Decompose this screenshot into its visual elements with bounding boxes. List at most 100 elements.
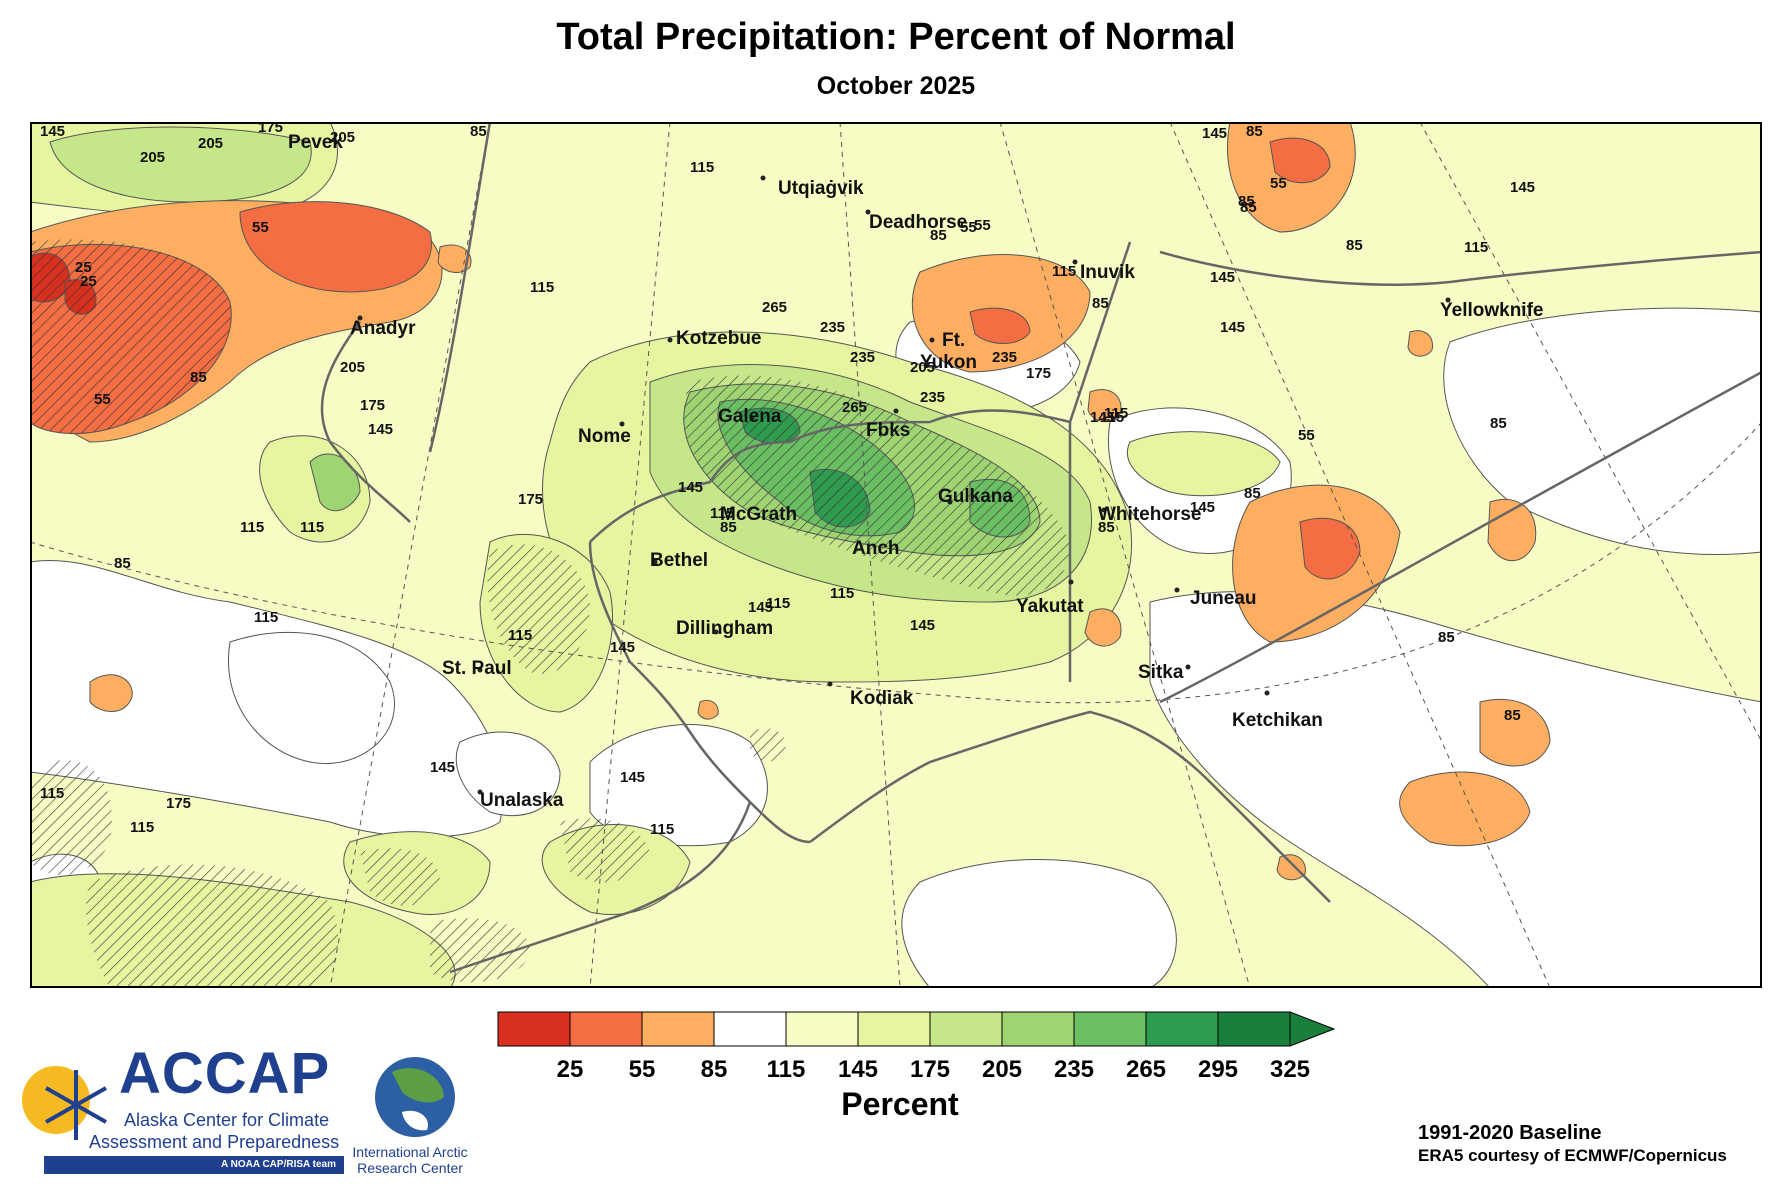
colorbar-tick-label: 235 [1053,1056,1095,1083]
contour-label: 85 [1346,237,1363,254]
contour-label: 145 [1220,319,1245,336]
city-label: Juneau [1190,588,1257,609]
globe-icon [375,1057,455,1137]
colorbar-box [1073,1011,1147,1047]
contour-label: 145 [1190,499,1215,516]
contour-label: 265 [762,299,787,316]
contour-label: 205 [340,359,365,376]
contour-label: 115 [1100,409,1124,426]
city-label: Yellowknife [1440,300,1543,321]
contour-label: 115 [530,279,554,296]
city-label: Whitehorse [1098,504,1201,525]
map-frame [30,122,1762,988]
contour-label: 85 [1246,123,1263,140]
accap-logo: ACCAP Alaska Center for Climate Assessme… [14,1040,474,1180]
city-label: Dillingham [676,618,773,639]
city-marker [1068,579,1074,585]
contour-label: 115 [1104,405,1128,422]
city-label: Utqiaġvik [778,178,864,199]
contour-label: 85 [1244,485,1261,502]
contour-label: 145 [40,123,65,140]
contour-label: 175 [1026,365,1051,382]
colorbar-box [641,1011,715,1047]
contour-label: 205 [910,359,935,376]
colorbar-title: Percent [841,1086,959,1122]
colorbar-tick-label: 175 [909,1056,951,1083]
city-label: Gulkana [938,486,1013,507]
accap-line1: Alaska Center for Climate [124,1110,330,1130]
contour-label: 235 [850,349,875,366]
contour-label: 85 [1238,193,1255,210]
contour-label: 85 [1438,629,1455,646]
contour-labels: 1452052051752051158511511555552525855520… [40,122,1535,838]
contour-label: 55 [94,391,111,408]
contour-label: 235 [920,389,945,406]
contour-label: 115 [710,505,734,522]
colorbar-box [1145,1011,1219,1047]
accap-name: ACCAP [119,1041,331,1106]
colorbar-box [1001,1011,1075,1047]
contour-label: 85 [190,369,207,386]
contour-label: 145 [610,639,635,656]
city-marker [929,337,935,343]
contour-label: 85 [1490,415,1507,432]
contour-label: 85 [1098,519,1115,536]
city-label: Kotzebue [676,328,762,349]
contour-label: 115 [254,609,278,626]
city-marker [1445,297,1451,303]
city-marker [893,408,899,414]
contour-label: 175 [166,795,191,812]
colorbar-box [497,1011,571,1047]
iarc-line2: Research Center [357,1160,463,1176]
contour-label: 235 [820,319,845,336]
contour-label: 115 [240,519,264,536]
contour-label: 85 [720,519,737,536]
contour-label: 145 [620,769,645,786]
city-marker [713,629,719,635]
contour-label: 205 [330,129,355,146]
contour-label: 145 [1090,409,1115,426]
colorbar-box [929,1011,1003,1047]
city-marker [947,499,953,505]
city-marker [652,559,658,565]
contour-label: 145 [910,617,935,634]
city-label: Yukon [920,352,977,373]
city-label: Kodiak [850,688,914,709]
city-label: Nome [578,426,631,447]
coastline [320,122,1762,974]
contour-label: 145 [1510,179,1535,196]
colorbar-box [1217,1011,1291,1047]
contour-label: 145 [678,479,703,496]
city-label: Galena [718,406,782,427]
contour-label: 205 [198,135,223,152]
city-marker [1185,664,1191,670]
colorbar-tick-label: 295 [1197,1056,1239,1083]
contour-label: 115 [130,819,154,836]
colorbar [497,1011,1336,1047]
contour-label: 175 [360,397,385,414]
contour-label: 55 [960,219,977,236]
city-marker [477,667,483,673]
city-marker [827,681,833,687]
contour-label: 55 [252,219,269,236]
colorbar-tick-label: 265 [1125,1056,1167,1083]
contour-label: 85 [1504,707,1521,724]
city-marker [760,175,766,181]
colorbar-tick-label: 85 [700,1056,728,1083]
city-label: Fbks [866,420,910,441]
city-label: Ketchikan [1232,710,1323,731]
contour-label: 115 [40,785,64,802]
colorbar-box [857,1011,931,1047]
contour-label: 145 [368,421,393,438]
colorbar-box [785,1011,859,1047]
contour-label: 145 [430,759,455,776]
city-marker [865,209,871,215]
city-label: St. Paul [442,658,512,679]
contour-label: 145 [1202,125,1227,142]
colorbar-box [713,1011,787,1047]
city-marker [1264,690,1270,696]
contour-label: 175 [258,122,283,136]
colorbar-tick-label: 115 [766,1056,806,1083]
contour-label: 175 [518,491,543,508]
